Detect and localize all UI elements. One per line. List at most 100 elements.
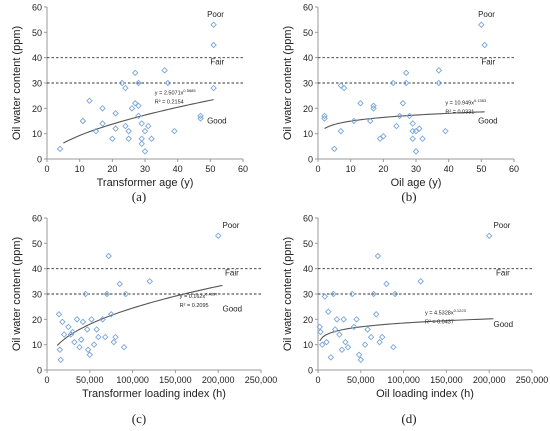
y-axis-label: Oil water content (ppm) — [11, 26, 23, 140]
panel-letter: (d) — [401, 411, 416, 426]
data-point — [342, 338, 349, 346]
y-axis-label: Oil water content (ppm) — [11, 237, 23, 351]
data-point — [350, 323, 358, 331]
data-point — [417, 278, 424, 285]
data-point — [435, 67, 443, 74]
data-point — [321, 293, 329, 300]
y-tick-label: 60 — [303, 3, 313, 13]
data-point — [78, 336, 85, 343]
data-point — [79, 318, 87, 326]
data-point — [164, 79, 172, 87]
x-tick-label: 50,000 — [76, 375, 104, 385]
data-point — [138, 120, 145, 127]
data-point — [357, 356, 365, 364]
data-point — [344, 343, 352, 351]
data-point — [84, 346, 92, 353]
data-point — [118, 79, 126, 87]
x-tick-label: 150,000 — [430, 375, 463, 385]
data-point — [73, 316, 81, 323]
x-tick-label: 0 — [44, 375, 49, 385]
trend-equation-exponent: 0.1223 — [454, 308, 467, 313]
x-tick-label: 0 — [44, 164, 49, 174]
zone-label-fair: Fair — [210, 58, 224, 67]
data-point — [370, 290, 377, 298]
trend-equation-base: y = 0.162x — [180, 294, 206, 300]
x-tick-label: 20 — [378, 164, 388, 174]
chart-panel-2: 0 10 20 30 40 50 60 0 10 20 30 40 50 60 Poor Fair Good y … — [282, 3, 519, 205]
y-tick-label: 50 — [32, 239, 42, 249]
y-tick-label: 0 — [308, 155, 313, 165]
data-point — [367, 117, 374, 125]
data-point — [105, 252, 112, 260]
data-point — [135, 102, 142, 110]
data-point — [435, 79, 443, 87]
data-point — [83, 326, 91, 333]
data-point — [316, 323, 323, 331]
x-tick-label: 50 — [205, 164, 215, 174]
data-point — [82, 290, 89, 298]
trend-equation-exponent: 0.4357 — [205, 291, 218, 296]
data-point — [214, 232, 222, 239]
data-point — [364, 326, 371, 333]
data-point — [331, 326, 339, 333]
y-tick-label: 30 — [32, 79, 42, 89]
data-point — [120, 343, 128, 351]
data-point — [86, 97, 93, 104]
data-point — [65, 323, 72, 331]
panel-letter: (c) — [132, 411, 146, 426]
data-point — [145, 122, 152, 130]
data-point — [442, 127, 449, 135]
data-point — [210, 84, 217, 92]
trend-equation-base: y = 10.949x — [445, 101, 474, 107]
data-point — [93, 326, 100, 333]
data-point — [125, 127, 132, 135]
data-point — [103, 290, 111, 298]
y-axis-label: Oil water content (ppm) — [282, 237, 294, 351]
zone-label-good: Good — [478, 117, 498, 126]
data-point — [210, 21, 217, 28]
x-axis-label: Transformer age (y) — [97, 177, 194, 189]
data-point — [122, 84, 129, 92]
data-point — [357, 100, 364, 107]
panel-letter: (b) — [401, 189, 416, 204]
trend-r-squared: R² = 0.2154 — [155, 99, 184, 105]
y-tick-label: 10 — [303, 340, 313, 350]
data-point — [391, 290, 399, 298]
data-point — [370, 102, 377, 110]
data-point — [112, 333, 119, 341]
trend-equation-base: y = 2.5071x — [155, 90, 184, 96]
data-point — [138, 140, 145, 148]
y-tick-label: 60 — [32, 3, 42, 13]
y-tick-label: 20 — [303, 104, 313, 114]
data-point — [210, 41, 217, 49]
data-point — [331, 145, 338, 153]
data-point — [71, 338, 78, 346]
x-tick-label: 10 — [346, 164, 356, 174]
chart-panel-1: 0 10 20 30 40 50 60 0 10 20 30 40 50 60 Poor Fair Good y … — [11, 3, 248, 205]
trend-equation: y = 2.5071x0.5685 — [155, 88, 197, 97]
y-tick-label: 60 — [32, 214, 42, 224]
data-point — [333, 316, 341, 323]
data-point — [112, 125, 119, 132]
data-point — [416, 125, 423, 132]
data-point — [327, 354, 335, 361]
data-point — [99, 316, 106, 323]
data-point — [86, 351, 94, 359]
trend-line — [56, 284, 223, 346]
data-point — [481, 41, 488, 49]
y-tick-label: 0 — [37, 366, 42, 376]
y-tick-label: 40 — [303, 53, 313, 63]
zone-label-good: Good — [222, 305, 242, 314]
zone-label-poor: Poor — [207, 10, 224, 19]
data-point — [101, 333, 109, 341]
data-point — [350, 117, 358, 125]
data-point — [340, 84, 348, 92]
data-point — [323, 338, 330, 346]
data-point — [125, 135, 132, 142]
y-tick-label: 0 — [37, 155, 42, 165]
data-point — [171, 127, 178, 135]
data-point — [419, 135, 426, 142]
x-tick-label: 200,000 — [473, 375, 506, 385]
y-tick-label: 40 — [32, 264, 42, 274]
x-tick-label: 60 — [238, 164, 248, 174]
